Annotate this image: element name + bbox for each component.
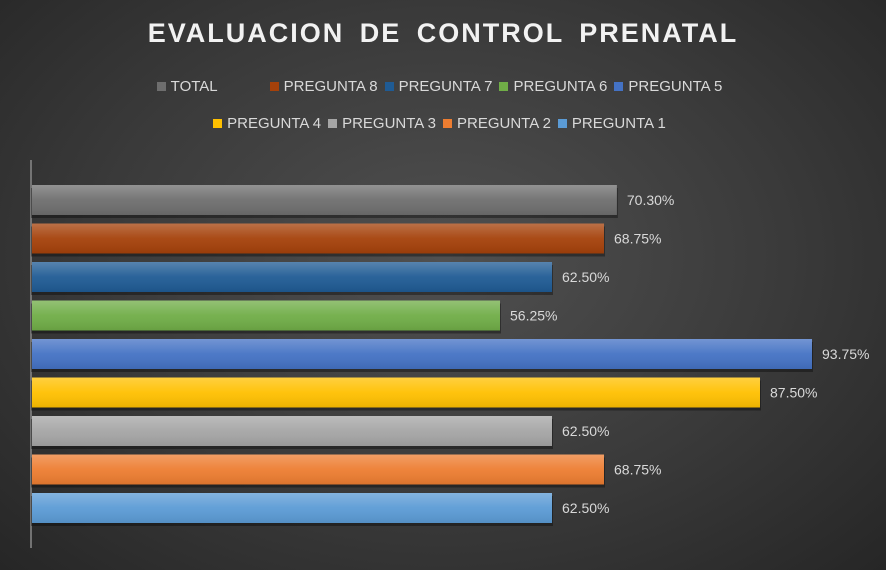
legend-label: PREGUNTA 5	[628, 78, 723, 95]
data-label: 93.75%	[822, 346, 869, 362]
legend-label: TOTAL	[170, 78, 218, 95]
legend-item: PREGUNTA 8	[269, 78, 378, 95]
legend-item: PREGUNTA 1	[557, 115, 666, 132]
data-label: 56.25%	[510, 308, 557, 324]
bar-gloss	[32, 416, 552, 446]
bar-gloss	[32, 493, 552, 523]
data-label: 62.50%	[562, 500, 609, 516]
legend-swatch	[384, 82, 394, 91]
data-label: 68.75%	[614, 231, 661, 247]
legend-swatch	[557, 119, 567, 128]
legend-item: PREGUNTA 7	[384, 78, 493, 95]
legend-swatch	[614, 82, 624, 91]
data-label: 70.30%	[627, 192, 674, 208]
legend-swatch	[443, 119, 452, 128]
legend-label: PREGUNTA 4	[227, 115, 322, 132]
legend-label: PREGUNTA 1	[571, 115, 666, 132]
legend-label: PREGUNTA 7	[398, 78, 493, 95]
legend-swatch	[269, 82, 279, 91]
legend-label: PREGUNTA 2	[457, 115, 551, 132]
legend-item: PREGUNTA 4	[213, 115, 321, 132]
bar-gloss	[32, 377, 760, 408]
bar-gloss	[32, 339, 812, 369]
legend-swatch	[499, 82, 509, 91]
data-label: 87.50%	[770, 385, 817, 401]
legend-label: PREGUNTA 6	[513, 78, 608, 95]
legend-item: TOTAL	[156, 78, 218, 95]
bar-gloss	[32, 223, 604, 254]
data-label: 62.50%	[562, 269, 609, 285]
data-label: 62.50%	[562, 423, 609, 439]
legend-item: PREGUNTA 6	[499, 78, 607, 95]
legend-swatch	[213, 119, 223, 128]
data-label: 68.75%	[614, 462, 661, 478]
legend-item: PREGUNTA 5	[614, 78, 722, 95]
legend-row-1: TOTAL PREGUNTA 8 PREGUNTA 7 PREGUNTA 6 PREGU…	[0, 78, 886, 95]
bar-gloss	[32, 262, 552, 292]
bar-gloss	[32, 300, 500, 331]
chart-title: EVALUACION DE CONTROL PRENATAL	[147, 18, 739, 48]
legend-label: PREGUNTA 3	[342, 115, 436, 132]
legend-row-2: PREGUNTA 4 PREGUNTA 3 PREGUNTA 2 PREGUNTA 1	[0, 115, 886, 132]
legend-label: PREGUNTA 8	[283, 78, 378, 95]
legend-item: PREGUNTA 3	[328, 115, 436, 132]
bar-gloss	[32, 185, 617, 215]
legend-swatch	[328, 119, 338, 128]
legend-item: PREGUNTA 2	[443, 115, 551, 132]
legend-swatch	[156, 82, 166, 91]
bar-gloss	[32, 454, 604, 485]
